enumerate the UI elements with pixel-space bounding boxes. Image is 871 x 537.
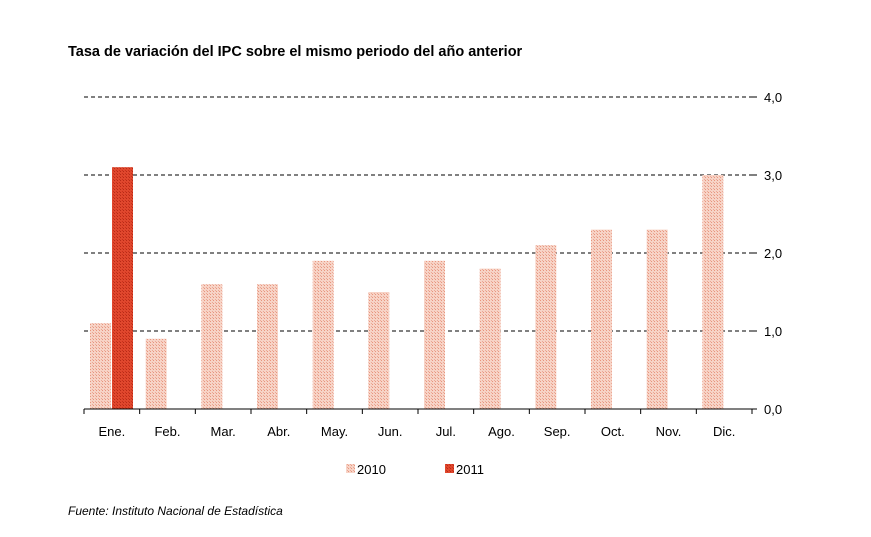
x-tick-label: Ene.: [98, 424, 125, 439]
y-tick-label: 0,0: [764, 402, 782, 417]
bar-2010-oct: [591, 229, 612, 409]
bar-2010-dic: [702, 175, 724, 409]
y-tick-label: 4,0: [764, 90, 782, 105]
y-tick-label: 2,0: [764, 246, 782, 261]
x-tick-label: Feb.: [154, 424, 180, 439]
legend-label-2010: 2010: [357, 462, 386, 477]
x-axis: [83, 96, 757, 414]
legend-swatch-2011: [445, 464, 454, 473]
x-tick-label: Mar.: [211, 424, 236, 439]
bar-2010-abr: [257, 284, 278, 409]
bar-2010-ago: [479, 268, 501, 409]
x-tick-label: Nov.: [656, 424, 682, 439]
bar-2010-ene: [90, 323, 111, 409]
legend-swatch-2010: [346, 464, 355, 473]
y-tick-label: 3,0: [764, 168, 782, 183]
legend: 2010 2011: [346, 462, 484, 477]
x-tick-label: Dic.: [713, 424, 735, 439]
bar-2010-may: [312, 260, 334, 409]
x-tick-label: Sep.: [544, 424, 571, 439]
bar-2010-nov: [646, 229, 668, 409]
bar-2010-jun: [368, 292, 390, 409]
bar-2010-feb: [145, 338, 167, 409]
y-axis: 0,0 1,0 2,0 3,0 4,0: [764, 90, 782, 417]
x-tick-label: Abr.: [267, 424, 290, 439]
x-tick-label: May.: [321, 424, 348, 439]
bar-2011-ene: [112, 167, 133, 409]
x-tick-label: Jun.: [378, 424, 403, 439]
bar-2010-jul: [424, 260, 445, 409]
source-note: Fuente: Instituto Nacional de Estadístic…: [68, 504, 283, 518]
y-tick-label: 1,0: [764, 324, 782, 339]
chart-title: Tasa de variación del IPC sobre el mismo…: [68, 44, 523, 60]
legend-label-2011: 2011: [456, 462, 484, 477]
x-tick-label: Jul.: [436, 424, 456, 439]
bar-2010-sep: [535, 245, 557, 409]
x-tick-label: Ago.: [488, 424, 515, 439]
bar-2010-mar: [201, 284, 223, 409]
x-tick-label: Oct.: [601, 424, 625, 439]
bars: [90, 167, 724, 409]
x-tick-labels: Ene. Feb. Mar. Abr. May. Jun. Jul. Ago. Sep. Oct.…: [98, 424, 735, 439]
gridlines: [84, 96, 756, 332]
